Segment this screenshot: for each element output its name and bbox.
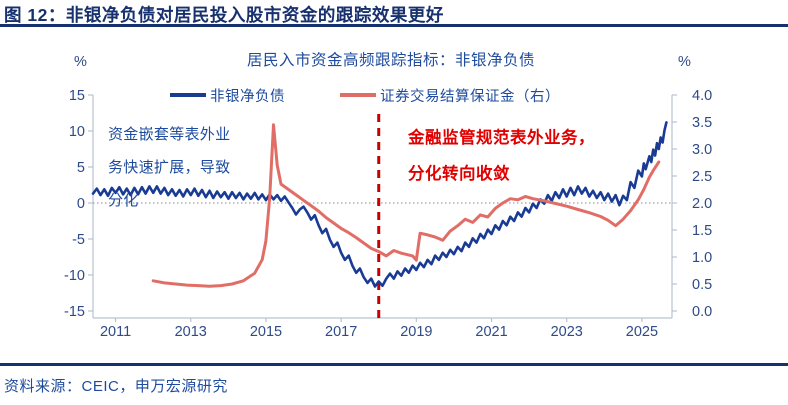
y-axis-right-tick-label: 3.0 [692,142,712,158]
y-axis-left-tick-label: -15 [64,304,85,320]
x-axis-tick-label: 2011 [100,324,131,340]
y-axis-right-tick-label: 3.5 [692,115,712,131]
legend-swatch-securities-margin [340,93,376,97]
x-axis-tick-label: 2021 [475,324,507,340]
x-axis-tick-label: 2023 [551,324,583,340]
legend-swatch-nonbank-net-liabilities [170,93,206,97]
chart-title: 居民入市资金高频跟踪指标：非银净负债 [246,52,535,69]
annotation-shadow-banking-expansion: 资金嵌套等表外业务快速扩展，导致分化 [108,126,231,209]
y-axis-right-tick-label: 2.0 [692,196,712,212]
y-axis-right-tick-label: 1.0 [692,250,712,266]
legend-label-nonbank-net-liabilities: 非银净负债 [210,88,285,105]
figure-title: 图 12：非银净负债对居民投入股市资金的跟踪效果更好 [4,5,444,25]
x-axis-tick-label: 2025 [626,324,658,340]
x-axis-tick-label: 2019 [400,324,432,340]
y-axis-left-tick-label: 5 [77,160,85,176]
right-axis-unit: % [678,54,691,70]
series-line-securities-margin [151,123,661,288]
source-divider-rule [0,363,788,366]
x-axis-tick-label: 2013 [175,324,207,340]
legend-item-securities-margin: 证券交易结算保证金（右） [340,86,560,105]
annotation-regulation-convergence: 金融监管规范表外业务，分化转向收敛 [408,129,595,183]
y-axis-left-tick-label: -10 [64,268,85,284]
y-axis-left-tick-label: -5 [72,232,85,248]
x-axis-tick-label: 2015 [250,324,282,340]
y-axis-right-tick-label: 0.5 [692,277,712,293]
legend-item-nonbank-net-liabilities: 非银净负债 [170,86,285,105]
series-line-nonbank-net-liabilities [91,121,668,288]
y-axis-right-tick-label: 0.0 [692,304,712,320]
y-axis-right-tick-label: 1.5 [692,223,712,239]
source-text: 资料来源：CEIC，申万宏源研究 [4,378,228,395]
y-axis-left-tick-label: 10 [69,124,85,140]
y-axis-left-tick-label: 15 [69,88,85,104]
figure-header: 图 12：非银净负债对居民投入股市资金的跟踪效果更好 [0,0,788,27]
legend-label-securities-margin: 证券交易结算保证金（右） [380,88,560,105]
left-axis-unit: % [74,54,87,70]
x-axis-tick-label: 2017 [325,324,357,340]
y-axis-right-tick-label: 2.5 [692,169,712,185]
y-axis-right-tick-label: 4.0 [692,88,712,104]
y-axis-left-tick-label: 0 [77,196,85,212]
